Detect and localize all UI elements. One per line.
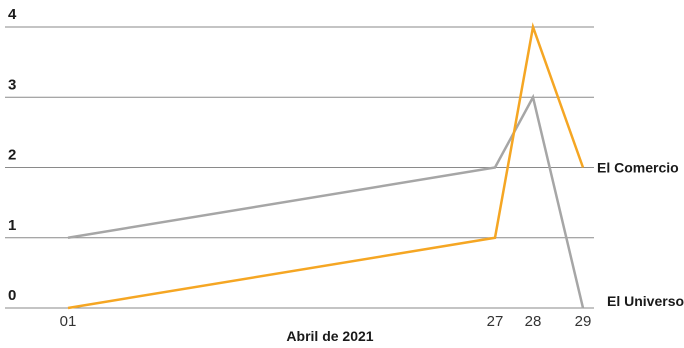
y-tick-label-2: 2 xyxy=(8,147,16,164)
x-tick-label-27: 27 xyxy=(487,313,504,330)
y-tick-label-3: 3 xyxy=(8,76,16,93)
y-tick-label-0: 0 xyxy=(8,287,16,304)
y-tick-label-1: 1 xyxy=(8,217,16,234)
series-label-el-universo: El Universo xyxy=(607,293,684,309)
series-labels: El Comercio El Universo xyxy=(597,160,684,310)
y-axis-tick-labels: 0 1 2 3 4 xyxy=(8,6,17,304)
series-line-el-universo xyxy=(67,93,585,309)
series-line-el-comercio xyxy=(67,22,585,310)
x-axis-tick-labels: 01 27 28 29 xyxy=(60,313,592,330)
series-label-el-comercio: El Comercio xyxy=(597,160,679,176)
y-tick-label-4: 4 xyxy=(8,6,17,23)
grid-lines xyxy=(5,26,594,309)
series-lines xyxy=(67,22,585,310)
x-axis-title: Abril de 2021 xyxy=(286,328,373,344)
x-tick-label-29: 29 xyxy=(575,313,592,330)
x-tick-label-01: 01 xyxy=(60,313,77,330)
x-tick-label-28: 28 xyxy=(525,313,542,330)
